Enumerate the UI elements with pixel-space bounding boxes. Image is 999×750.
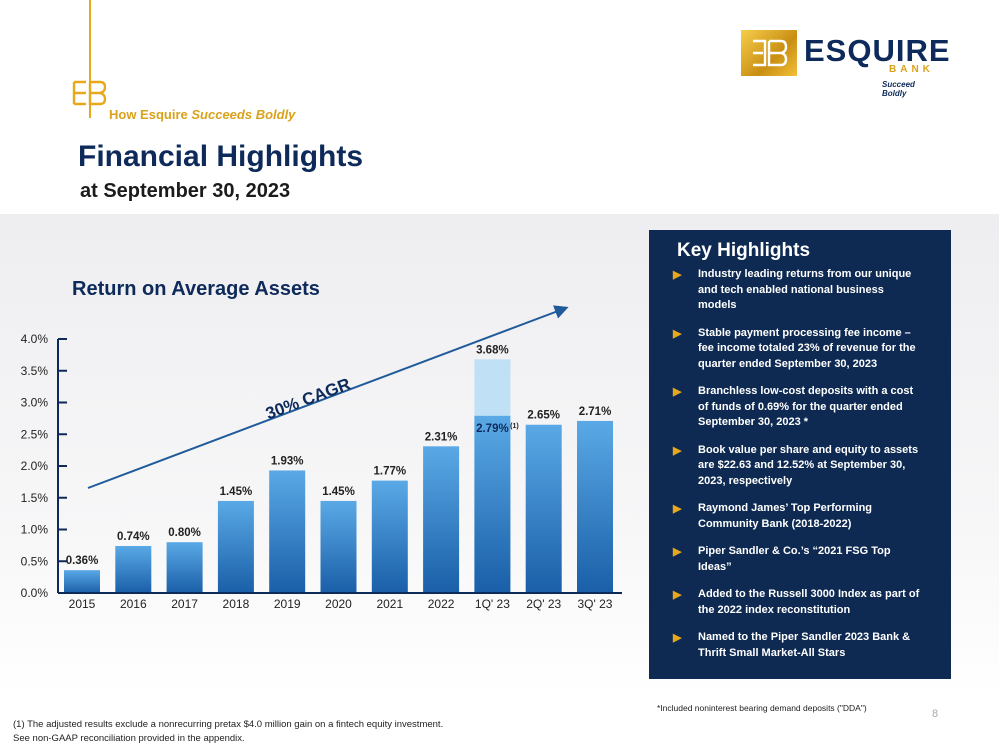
list-item: ▶ Book value per share and equity to asse… [649,443,951,490]
y-tick-label: 1.5% [21,491,49,505]
key-highlights-title: Key Highlights [677,240,811,261]
section-kicker: How Esquire Succeeds Boldly [109,107,295,122]
adjusted-footnote: (1) The adjusted results exclude a nonre… [13,718,443,746]
bullet-icon: ▶ [673,269,682,281]
key-highlights-list: ▶ Industry leading returns from our uniqu… [649,267,951,661]
x-tick-label: 2Q' 23 [526,597,561,611]
bar [423,446,460,593]
bar [64,570,100,593]
x-tick-label: 2019 [274,597,301,611]
x-tick-label: 2015 [69,597,96,611]
highlight-text: Branchless low-cost deposits with a cost… [698,385,914,428]
kicker-emphasis: Succeeds Boldly [191,107,296,122]
highlight-text: Raymond James’ Top Performing Community … [698,502,873,530]
list-item: ▶ Added to the Russell 3000 Index as part… [649,587,951,618]
bar-value-label: 1.45% [220,486,253,498]
trend-label: 30% CAGR [263,374,353,423]
bar-value-label: 0.36% [66,555,99,567]
footnote-line-1: (1) The adjusted results exclude a nonre… [13,719,444,730]
y-tick-label: 2.0% [21,459,49,473]
bar [525,424,562,593]
key-highlights-panel: Key Highlights ▶ Industry leading returns… [649,230,951,679]
x-tick-label: 3Q' 23 [578,597,613,611]
y-tick-label: 2.5% [21,427,49,441]
bar [166,542,203,593]
y-tick-label: 3.0% [21,396,49,410]
footnote-marker: (1) [510,423,519,430]
y-tick-label: 0.5% [21,554,49,568]
y-tick-label: 3.5% [21,364,49,378]
list-item: ▶ Branchless low-cost deposits with a cos… [649,384,951,431]
bullet-icon: ▶ [673,327,682,340]
x-tick-label: 2022 [428,597,455,611]
x-tick-label: 1Q' 23 [475,597,510,611]
bar-value-label: 1.77% [373,466,406,478]
page-subtitle: at September 30, 2023 [80,180,291,202]
roaa-bar-chart: 0.0% 0.5% 1.0% 1.5% 2.0% 2.5% 3.0% 3.5% 4.0% 0.36… [21,305,622,611]
bullet-icon: ▶ [673,546,682,558]
highlight-text: Piper Sandler & Co.’s “2021 FSG Top Idea… [698,545,891,573]
logo-name: ESQUIRE [804,33,951,68]
list-item: ▶ Industry leading returns from our uniqu… [649,267,951,314]
bullet-icon: ▶ [673,386,682,398]
bar [320,500,357,593]
bar-value-label: 1.93% [271,455,304,467]
highlight-text: Industry leading returns from our unique… [698,268,912,311]
y-tick-label: 1.0% [21,523,49,537]
bar [474,415,511,593]
list-item: ▶ Piper Sandler & Co.’s “2021 FSG Top Ide… [649,544,951,575]
kicker-prefix: How Esquire [109,107,188,122]
bar-value-label: 2.71% [579,406,612,418]
list-item: ▶ Stable payment processing fee income – … [649,326,951,373]
x-tick-label: 2018 [223,597,250,611]
chart-title: Return on Average Assets [72,278,320,300]
eb-monogram-icon [72,80,106,106]
x-tick-label: 2017 [171,597,198,611]
x-tick-label: 2020 [325,597,352,611]
page-title: Financial Highlights [78,140,364,173]
logo-bank: BANK [889,64,934,75]
bullet-icon: ▶ [673,632,682,644]
list-item: ▶ Named to the Piper Sandler 2023 Bank & … [649,630,951,661]
bar-value-label: 2.31% [425,431,458,443]
bar [577,420,613,593]
x-tick-label: 2016 [120,597,147,611]
highlight-text: Book value per share and equity to asset… [698,443,919,487]
bar [115,546,152,593]
y-tick-label: 0.0% [21,586,49,600]
bar [217,500,254,593]
bullet-icon: ▶ [673,503,682,515]
logo-mark-icon [741,30,797,76]
bullet-icon: ▶ [673,444,682,457]
page-number: 8 [932,708,939,720]
bar-value-label: 2.79% [476,423,509,435]
bar [371,480,408,593]
bar-value-label: 0.80% [168,527,201,539]
highlight-text: Named to the Piper Sandler 2023 Bank & T… [698,631,911,659]
bar-value-label: 1.45% [322,486,355,498]
highlight-text: Stable payment processing fee income – f… [698,326,916,370]
dda-footnote: *Included noninterest bearing demand dep… [657,703,867,713]
highlight-text: Added to the Russell 3000 Index as part … [698,588,920,616]
bar-value-label: 2.65% [527,410,560,422]
esquire-bank-logo: ESQUIRE BANK Succeed Boldly [741,30,950,98]
footnote-line-2: See non-GAAP reconciliation provided in … [13,733,245,744]
unadjusted-value-label: 3.68% [476,344,509,356]
bar-value-label: 0.74% [117,531,150,543]
header-gold-rule [89,0,91,118]
logo-tagline: Succeed Boldly [882,80,915,98]
x-tick-label: 2021 [376,597,403,611]
list-item: ▶ Raymond James’ Top Performing Community… [649,501,951,532]
bullet-icon: ▶ [673,589,682,601]
trend-arrow [87,305,569,489]
bar [269,470,306,593]
y-tick-label: 4.0% [21,332,49,346]
